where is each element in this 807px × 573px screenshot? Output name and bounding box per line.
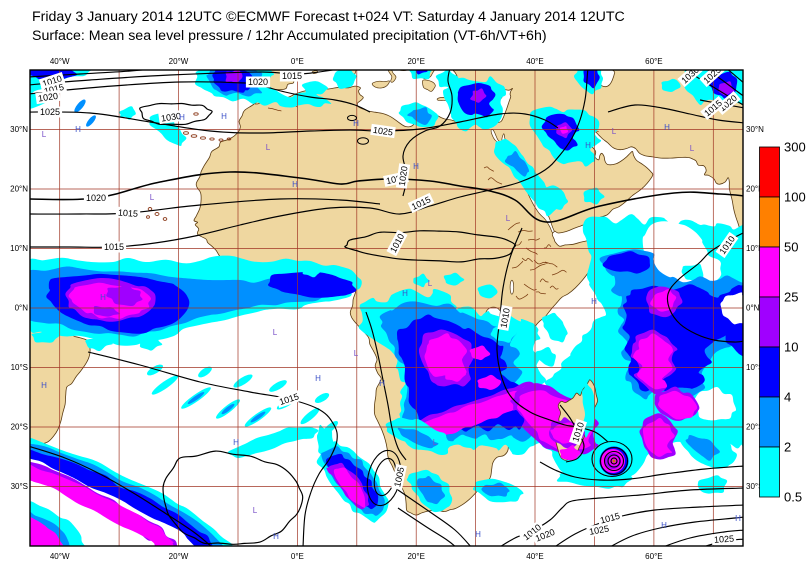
svg-text:30°S: 30°S: [11, 482, 28, 491]
svg-text:1025: 1025: [588, 524, 609, 537]
svg-text:Friday 3 January 2014 12UTC ©E: Friday 3 January 2014 12UTC ©ECMWF Forec…: [32, 9, 625, 25]
svg-text:40°W: 40°W: [50, 552, 70, 561]
svg-text:300: 300: [784, 140, 806, 155]
svg-text:4: 4: [784, 390, 791, 405]
svg-text:1015: 1015: [118, 208, 139, 219]
svg-text:L: L: [42, 130, 47, 139]
svg-text:1025: 1025: [714, 534, 735, 545]
svg-text:25: 25: [784, 290, 798, 305]
svg-text:L: L: [273, 328, 278, 337]
svg-text:H: H: [75, 125, 81, 134]
svg-text:L: L: [253, 506, 258, 515]
svg-text:H: H: [353, 119, 359, 128]
svg-text:H: H: [221, 112, 227, 121]
svg-text:20°N: 20°N: [10, 185, 28, 194]
svg-text:60°E: 60°E: [645, 57, 662, 66]
svg-text:H: H: [41, 381, 47, 390]
svg-text:L: L: [354, 349, 359, 358]
svg-text:1025: 1025: [372, 125, 393, 138]
svg-text:1030: 1030: [160, 111, 181, 124]
svg-text:30°N: 30°N: [746, 125, 764, 134]
svg-text:0°E: 0°E: [291, 552, 304, 561]
svg-text:20°S: 20°S: [746, 423, 763, 432]
svg-text:2: 2: [784, 440, 791, 455]
svg-text:60°E: 60°E: [645, 552, 662, 561]
svg-text:20°E: 20°E: [407, 57, 424, 66]
svg-text:1015: 1015: [104, 242, 124, 252]
svg-text:L: L: [266, 143, 271, 152]
svg-text:0°N: 0°N: [15, 304, 29, 313]
svg-text:H: H: [413, 162, 419, 171]
svg-text:L: L: [612, 127, 617, 136]
svg-text:50: 50: [784, 240, 798, 255]
svg-text:H: H: [233, 438, 239, 447]
svg-text:L: L: [150, 193, 155, 202]
svg-text:20°S: 20°S: [11, 423, 28, 432]
svg-text:1025: 1025: [40, 107, 60, 117]
svg-text:40°W: 40°W: [50, 57, 70, 66]
svg-text:1005: 1005: [392, 466, 406, 488]
svg-text:100: 100: [784, 190, 806, 205]
svg-text:1020: 1020: [86, 193, 106, 203]
svg-text:20°W: 20°W: [169, 552, 189, 561]
svg-text:10°S: 10°S: [746, 363, 763, 372]
svg-text:0°N: 0°N: [746, 304, 760, 313]
svg-text:H: H: [179, 113, 185, 122]
svg-text:H: H: [402, 289, 408, 298]
svg-text:10°N: 10°N: [10, 244, 28, 253]
svg-text:H: H: [475, 530, 481, 539]
svg-text:H: H: [591, 297, 597, 306]
svg-text:H: H: [273, 532, 279, 541]
svg-text:1010: 1010: [499, 307, 512, 328]
svg-text:40°E: 40°E: [526, 552, 543, 561]
svg-text:H: H: [735, 514, 741, 523]
svg-text:30°S: 30°S: [746, 482, 763, 491]
svg-text:1020: 1020: [397, 165, 410, 186]
svg-text:H: H: [664, 123, 670, 132]
svg-text:0.5: 0.5: [784, 490, 802, 505]
svg-text:10°S: 10°S: [11, 363, 28, 372]
svg-text:Surface: Mean sea level pressu: Surface: Mean sea level pressure / 12hr …: [32, 28, 547, 44]
svg-text:H: H: [292, 180, 298, 189]
svg-text:1020: 1020: [37, 91, 58, 104]
svg-text:H: H: [100, 293, 106, 302]
svg-text:H: H: [315, 374, 321, 383]
svg-text:1015: 1015: [282, 71, 302, 81]
svg-text:0°E: 0°E: [291, 57, 304, 66]
svg-text:L: L: [428, 279, 433, 288]
svg-text:20°N: 20°N: [746, 185, 764, 194]
svg-text:H: H: [661, 521, 667, 530]
svg-text:H: H: [585, 141, 591, 150]
svg-text:10°N: 10°N: [746, 244, 764, 253]
svg-text:L: L: [690, 144, 695, 153]
svg-text:10: 10: [784, 340, 798, 355]
svg-text:40°E: 40°E: [526, 57, 543, 66]
svg-text:20°W: 20°W: [169, 57, 189, 66]
svg-text:20°E: 20°E: [407, 552, 424, 561]
svg-text:H: H: [379, 379, 385, 388]
svg-text:L: L: [506, 214, 511, 223]
svg-text:1020: 1020: [248, 77, 268, 87]
svg-text:L: L: [433, 438, 438, 447]
svg-text:30°N: 30°N: [10, 125, 28, 134]
